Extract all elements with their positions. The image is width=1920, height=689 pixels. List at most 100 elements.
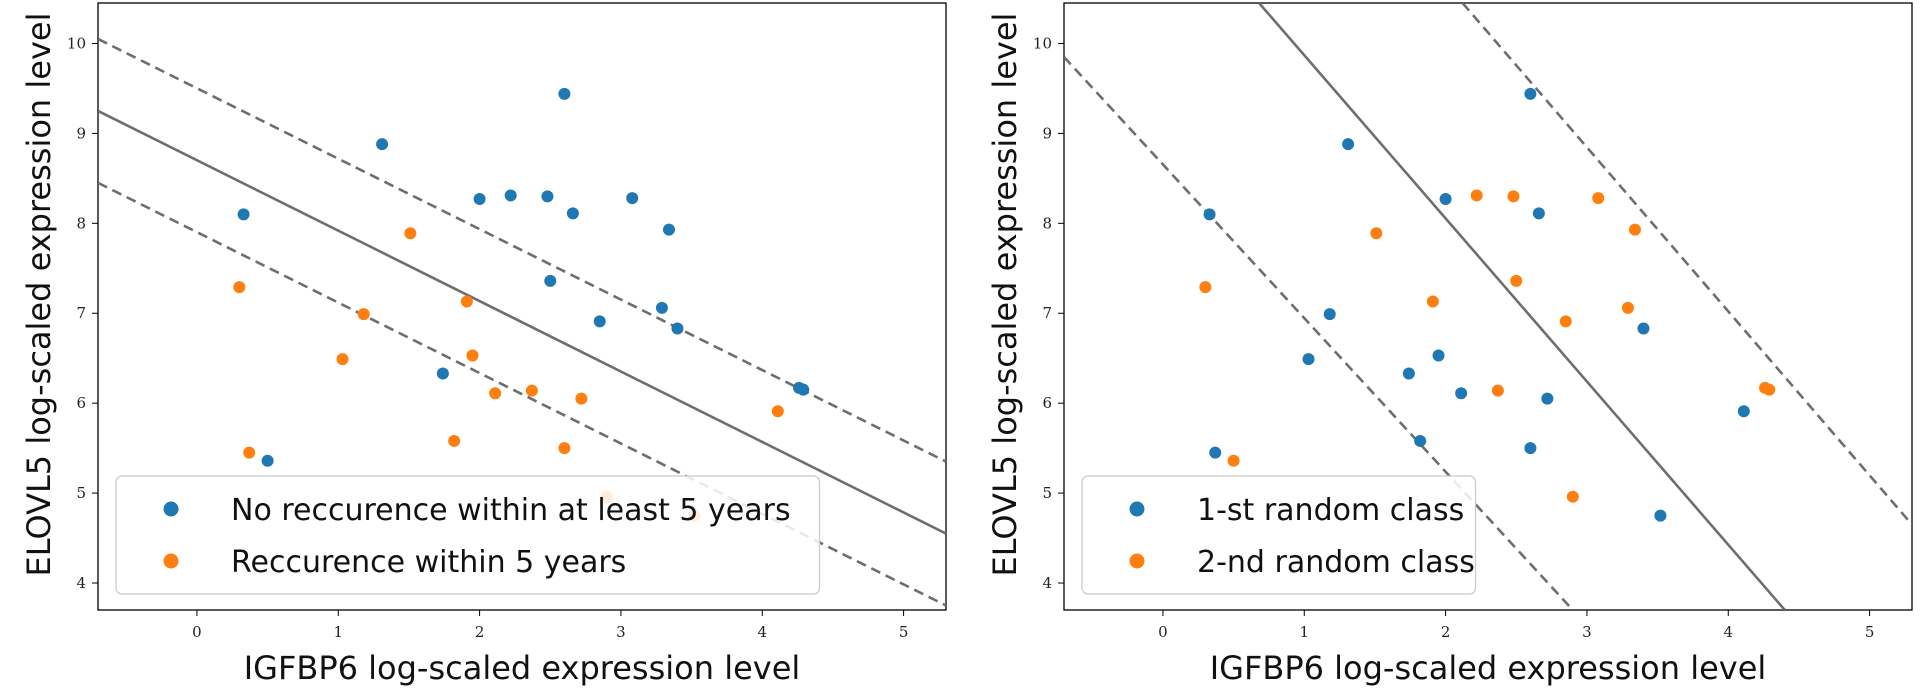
data-point-series-1 (655, 301, 668, 314)
data-point-series-1 (626, 192, 639, 205)
y-tick-label: 9 (76, 124, 86, 142)
data-point-series-2 (1491, 384, 1504, 397)
data-point-series-1 (593, 315, 606, 328)
x-tick-label: 2 (1441, 623, 1451, 641)
data-point-series-2 (771, 405, 784, 418)
data-point-series-1 (1209, 446, 1222, 459)
data-point-series-2 (1507, 190, 1520, 203)
y-tick-label: 8 (76, 214, 86, 232)
legend-marker (163, 553, 179, 569)
plot-frame (1063, 2, 1913, 611)
x-tick-label: 4 (1723, 623, 1733, 641)
data-point-series-2 (525, 384, 538, 397)
data-point-series-1 (1342, 138, 1355, 151)
data-point-series-2 (1199, 281, 1212, 294)
data-point-series-1 (1532, 207, 1545, 220)
data-point-series-1 (237, 208, 250, 221)
y-tick-label: 6 (76, 394, 86, 412)
data-point-series-1 (1302, 353, 1315, 366)
data-point-series-1 (1323, 308, 1336, 321)
legend-marker (163, 501, 179, 517)
legend-label: Reccurence within 5 years (231, 545, 626, 580)
data-point-series-2 (1621, 301, 1634, 314)
data-point-series-1 (436, 367, 449, 380)
y-tick-label: 10 (1033, 34, 1052, 52)
right-scatter-plot: 0 1 2 3 4 5 4 5 6 7 8 9 10 IGFBP6 log-scaled expressi… (986, 2, 1913, 687)
decision-boundary-line (1258, 3, 1786, 610)
legend-box (1081, 475, 1477, 595)
data-point-series-2 (1592, 192, 1605, 205)
x-tick-label: 1 (333, 623, 343, 641)
data-point-series-2 (466, 349, 479, 362)
data-point-series-1 (1654, 509, 1667, 522)
data-point-series-2 (489, 387, 502, 400)
data-point-series-2 (1763, 383, 1776, 396)
data-point-series-2 (1470, 189, 1483, 202)
y-tick-label: 7 (76, 304, 86, 322)
data-point-series-1 (261, 454, 274, 467)
legend-label: 1-st random class (1197, 493, 1464, 528)
data-point-series-1 (797, 383, 810, 396)
x-tick-label: 5 (1865, 623, 1875, 641)
data-point-series-1 (1432, 349, 1445, 362)
y-tick-label: 10 (67, 34, 86, 52)
legend-marker (1129, 553, 1145, 569)
legend-label: 2-nd random class (1197, 545, 1475, 580)
y-tick-label: 5 (76, 484, 86, 502)
legend-marker (1129, 501, 1145, 517)
y-tick-label: 6 (1042, 394, 1052, 412)
data-point-series-2 (243, 446, 256, 459)
x-tick-label: 4 (757, 623, 767, 641)
data-point-series-1 (541, 190, 554, 203)
data-point-series-1 (671, 322, 684, 335)
decision-boundary-line (98, 109, 946, 535)
data-point-series-2 (1370, 227, 1383, 240)
data-point-series-2 (1227, 454, 1240, 467)
data-point-series-1 (1439, 193, 1452, 206)
plot-area (1064, 3, 1912, 610)
legend-label: No reccurence within at least 5 years (231, 493, 791, 528)
data-point-series-1 (1414, 434, 1427, 447)
x-tick-label: 5 (899, 623, 909, 641)
data-point-series-2 (558, 442, 571, 455)
data-point-series-2 (1510, 274, 1523, 287)
x-axis-label: IGFBP6 log-scaled expression level (1210, 649, 1767, 687)
data-point-series-1 (1455, 387, 1468, 400)
x-axis-label: IGFBP6 log-scaled expression level (244, 649, 801, 687)
x-tick-label: 3 (616, 623, 626, 641)
data-point-series-1 (544, 274, 557, 287)
data-point-series-1 (1203, 208, 1216, 221)
data-point-series-2 (357, 308, 370, 321)
data-point-series-1 (504, 189, 517, 202)
margin-line (1064, 56, 1574, 610)
data-point-series-2 (575, 392, 588, 405)
legend-box (115, 475, 821, 595)
x-tick-label: 0 (192, 623, 202, 641)
y-axis-label: ELOVL5 log-scaled expression level (986, 13, 1024, 577)
data-point-series-1 (1541, 392, 1554, 405)
x-tick-label: 3 (1582, 623, 1592, 641)
data-point-series-1 (1524, 87, 1537, 100)
data-point-series-1 (376, 138, 389, 151)
x-tick-label: 0 (1158, 623, 1168, 641)
data-point-series-1 (558, 87, 571, 100)
data-point-series-2 (233, 281, 246, 294)
data-point-series-1 (1737, 405, 1750, 418)
data-point-series-2 (404, 227, 417, 240)
margin-line (1461, 3, 1912, 526)
data-point-series-1 (566, 207, 579, 220)
data-point-series-2 (1559, 315, 1572, 328)
data-point-series-1 (1524, 442, 1537, 455)
y-tick-label: 4 (76, 574, 86, 592)
data-point-series-2 (1426, 295, 1439, 308)
data-point-series-1 (1637, 322, 1650, 335)
y-tick-label: 5 (1042, 484, 1052, 502)
data-point-series-2 (336, 353, 349, 366)
margin-line (98, 37, 946, 463)
x-tick-label: 2 (475, 623, 485, 641)
data-point-series-2 (448, 434, 461, 447)
x-tick-label: 1 (1299, 623, 1309, 641)
y-tick-label: 8 (1042, 214, 1052, 232)
data-point-series-1 (1402, 367, 1415, 380)
